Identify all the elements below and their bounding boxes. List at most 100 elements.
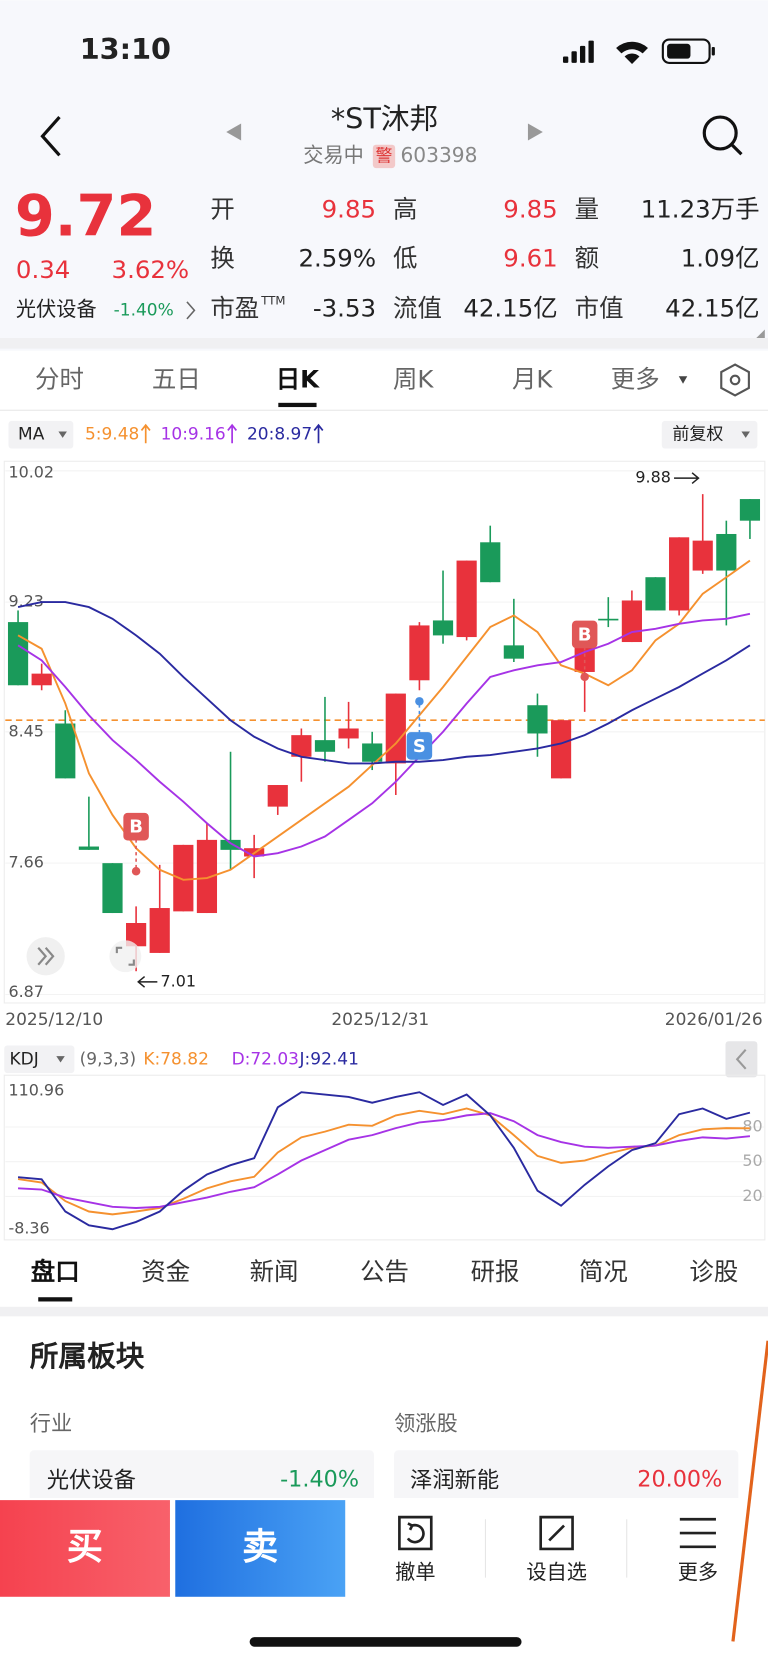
separator: [0, 1306, 768, 1317]
field-label: 开: [210, 195, 234, 224]
kdj-select[interactable]: [4, 1045, 75, 1074]
industry-row[interactable]: [29, 1450, 374, 1509]
status-icons: [562, 38, 715, 64]
field-label: 量: [575, 195, 599, 224]
candle-body: [173, 844, 194, 912]
fullscreen-button[interactable]: [109, 940, 142, 973]
detail-tab[interactable]: 资金: [141, 1257, 190, 1286]
buy-button[interactable]: [0, 1500, 170, 1597]
kdj-label: J:92.41: [299, 1049, 359, 1069]
date-label: 2025/12/10: [5, 1010, 103, 1030]
ma-select[interactable]: [8, 420, 74, 449]
status-time: 13:10: [80, 32, 171, 66]
tab-underline: [278, 402, 317, 408]
kdj-caret: [56, 1056, 65, 1063]
candle-body: [7, 622, 29, 686]
signal-label: B: [129, 817, 143, 838]
prev-stock[interactable]: [226, 123, 242, 141]
action-label: 设自选: [526, 1560, 587, 1584]
kdj-label: D:72.03: [232, 1049, 299, 1069]
field-value: 1.09亿: [681, 243, 760, 272]
kdj-line: [18, 1112, 751, 1209]
candle-body: [291, 735, 312, 757]
settings-icon[interactable]: [720, 363, 750, 397]
back-button[interactable]: [40, 116, 61, 157]
field-label: 换: [210, 243, 234, 272]
cancel-icon[interactable]: [398, 1515, 433, 1551]
adjust: 前复权: [672, 425, 723, 445]
kdj-tick-label: 50: [742, 1151, 762, 1170]
candle-body: [503, 645, 524, 659]
separator: [0, 338, 768, 349]
industry-name: 光伏设备: [47, 1467, 136, 1493]
settings-icon-dot: [729, 374, 741, 386]
period-tabs: 分时 五日 日K 周K 月K 更多: [35, 365, 660, 408]
warn-badge-bg: [372, 144, 396, 169]
period-tab[interactable]: 分时: [35, 365, 84, 394]
y-tick-label: 7.66: [8, 853, 43, 872]
warn-badge: 警: [376, 146, 393, 166]
leader-row[interactable]: [394, 1450, 739, 1509]
signal-badge: [571, 620, 598, 649]
candle-body: [480, 542, 501, 583]
low-label: 7.01: [161, 971, 196, 990]
section-title: 所属板块: [30, 1339, 145, 1373]
trade-state: 交易中: [303, 143, 364, 167]
low-arrow: [137, 975, 158, 988]
adjust-select[interactable]: [661, 420, 758, 449]
watchlist-icon[interactable]: [539, 1515, 574, 1551]
detail-tab-underline: [38, 1297, 73, 1302]
period-tab[interactable]: 更多: [611, 365, 660, 394]
field-label: 高: [393, 195, 417, 224]
more-icon[interactable]: [679, 1517, 716, 1549]
period-tab[interactable]: 五日: [152, 365, 201, 394]
field-value: 9.85: [322, 195, 376, 224]
kdj-params: (9,3,3): [80, 1049, 136, 1069]
ma-trend-arrow: [140, 423, 151, 444]
candle-body: [456, 560, 477, 638]
detail-tab[interactable]: 公告: [360, 1257, 409, 1286]
period-tab[interactable]: 月K: [512, 365, 553, 394]
ma-indicator: MA: [18, 425, 45, 445]
period-tab[interactable]: 日K: [276, 365, 320, 394]
ma-label: 5:9.48: [85, 425, 139, 445]
kdj-tick-label: 20: [742, 1186, 762, 1205]
signal-dot: [131, 867, 141, 876]
kdj-tick-label: 110.96: [8, 1081, 64, 1100]
y-tick-label: 8.45: [8, 721, 43, 740]
high-label: 9.88: [635, 468, 670, 487]
sell-button[interactable]: [175, 1500, 346, 1597]
y-tick-label: 9.23: [8, 592, 43, 611]
candle-body: [196, 839, 218, 914]
detail-tab[interactable]: 盘口: [31, 1257, 80, 1286]
top-bg: [0, 0, 768, 351]
action-label: 更多: [678, 1560, 718, 1584]
candle-body: [314, 740, 336, 752]
stray-stroke: [731, 1340, 768, 1642]
signal-badge: [406, 732, 433, 760]
candle-body: [126, 923, 147, 947]
stock-title: *ST沐邦: [331, 101, 438, 135]
detail-tab[interactable]: 新闻: [250, 1257, 299, 1286]
candle-body: [550, 720, 572, 779]
field-value: 2.59%: [298, 243, 376, 272]
field-label: 低: [393, 243, 417, 272]
candle-body: [527, 705, 548, 734]
bottom-actions: 撤单 设自选 更多: [395, 1560, 718, 1584]
sector-name[interactable]: 光伏设备: [16, 297, 97, 321]
high-arrow: [674, 472, 700, 485]
industry-pct: -1.40%: [280, 1466, 359, 1492]
period-tab[interactable]: 周K: [393, 365, 434, 394]
search-button[interactable]: [702, 115, 743, 156]
stock-code: 603398: [400, 143, 477, 167]
collapse-button[interactable]: [725, 1041, 758, 1078]
detail-tab[interactable]: 诊股: [689, 1257, 738, 1286]
candle-body: [55, 723, 76, 779]
detail-tab[interactable]: 简况: [579, 1257, 628, 1286]
detail-tab[interactable]: 研报: [471, 1257, 520, 1286]
leader-pct: 20.00%: [637, 1466, 722, 1492]
candle-body: [31, 673, 52, 686]
next-stock[interactable]: [527, 123, 543, 141]
field-label: 流值: [393, 293, 442, 322]
